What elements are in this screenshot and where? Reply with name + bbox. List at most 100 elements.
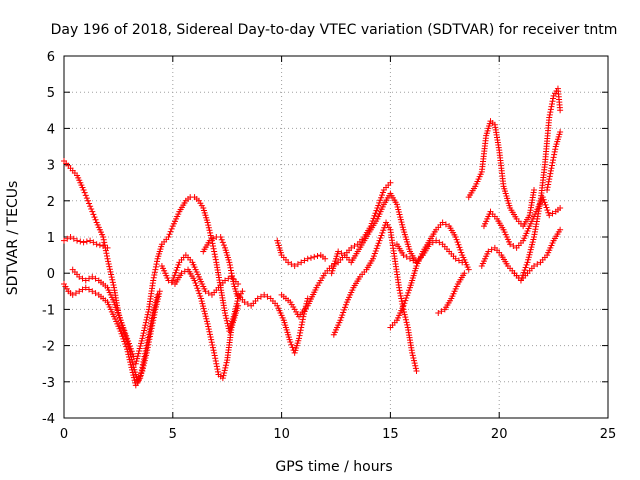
- y-tick-label: 3: [47, 159, 55, 174]
- series-track-14: [387, 219, 472, 331]
- data-point: [291, 262, 298, 269]
- data-point: [134, 378, 141, 385]
- data-point: [377, 235, 384, 242]
- data-point: [173, 267, 180, 274]
- series-track-16: [435, 270, 468, 317]
- data-point: [150, 307, 157, 314]
- data-point: [220, 242, 227, 249]
- data-point: [206, 328, 213, 335]
- data-point: [229, 275, 236, 282]
- data-point: [191, 277, 198, 284]
- data-point: [143, 345, 150, 352]
- data-point: [342, 304, 349, 311]
- data-point: [108, 274, 115, 281]
- data-point: [107, 268, 114, 275]
- data-point: [145, 331, 152, 338]
- data-point: [126, 343, 133, 350]
- data-point: [151, 304, 158, 311]
- data-point: [465, 266, 472, 273]
- data-point: [211, 352, 218, 359]
- data-point: [520, 269, 527, 276]
- data-point: [204, 219, 211, 226]
- data-point: [69, 291, 76, 298]
- data-point: [401, 311, 408, 318]
- data-point: [170, 274, 177, 281]
- data-point: [442, 221, 449, 228]
- data-point: [205, 326, 212, 333]
- data-point: [124, 335, 131, 342]
- data-point: [118, 330, 125, 337]
- data-point: [351, 243, 358, 250]
- data-point: [229, 272, 236, 279]
- data-point: [399, 221, 406, 228]
- data-point: [547, 170, 554, 177]
- series-track-4: [69, 266, 137, 360]
- data-point: [545, 178, 552, 185]
- data-point: [88, 205, 95, 212]
- data-point: [211, 251, 218, 258]
- data-point: [93, 241, 100, 248]
- data-point: [81, 189, 88, 196]
- data-point: [123, 332, 130, 339]
- data-point: [129, 350, 136, 357]
- data-point: [220, 372, 227, 379]
- data-point: [142, 322, 149, 329]
- data-point: [380, 227, 387, 234]
- data-point: [413, 367, 420, 374]
- data-point: [100, 234, 107, 240]
- data-point: [211, 349, 218, 356]
- data-point: [378, 232, 385, 239]
- data-point: [192, 280, 199, 287]
- data-point: [534, 261, 541, 268]
- data-point: [142, 348, 149, 355]
- data-point: [137, 375, 144, 382]
- data-point: [222, 310, 229, 317]
- data-point: [402, 316, 409, 323]
- data-point: [125, 340, 132, 347]
- data-point: [342, 301, 349, 308]
- data-point: [257, 293, 264, 300]
- data-point: [140, 330, 147, 337]
- data-point: [103, 250, 110, 257]
- data-point: [124, 348, 131, 355]
- y-tick-label: 4: [47, 122, 55, 137]
- x-tick-label: 10: [273, 427, 290, 442]
- x-tick-label: 5: [169, 427, 177, 442]
- data-point: [126, 356, 133, 363]
- data-point: [241, 299, 248, 306]
- y-tick-label: 1: [47, 231, 55, 246]
- y-tick-label: 0: [47, 267, 55, 282]
- x-tick-label: 20: [491, 427, 508, 442]
- data-point: [397, 292, 404, 299]
- data-point: [302, 305, 309, 312]
- data-point: [146, 326, 153, 333]
- data-point: [409, 349, 416, 356]
- data-point: [144, 311, 151, 318]
- data-point: [152, 266, 159, 273]
- data-point: [285, 259, 292, 266]
- data-point: [91, 214, 98, 221]
- data-point: [530, 236, 537, 243]
- series-track-13: [330, 219, 420, 374]
- data-point: [379, 229, 386, 236]
- series-track-15: [393, 237, 466, 266]
- data-point: [142, 350, 149, 357]
- data-point: [139, 335, 146, 342]
- data-point: [294, 261, 301, 268]
- data-point: [546, 114, 553, 121]
- data-point: [212, 357, 219, 364]
- data-point: [301, 257, 308, 264]
- data-point: [375, 240, 382, 247]
- data-point: [214, 366, 221, 373]
- data-point: [87, 237, 94, 244]
- data-point: [213, 363, 220, 370]
- data-point: [202, 288, 209, 295]
- data-point: [169, 277, 176, 284]
- data-point: [197, 292, 204, 299]
- data-point: [411, 360, 418, 367]
- series-track-11: [278, 179, 394, 320]
- x-tick-label: 0: [60, 427, 68, 442]
- data-point: [201, 308, 208, 315]
- data-point: [519, 272, 526, 279]
